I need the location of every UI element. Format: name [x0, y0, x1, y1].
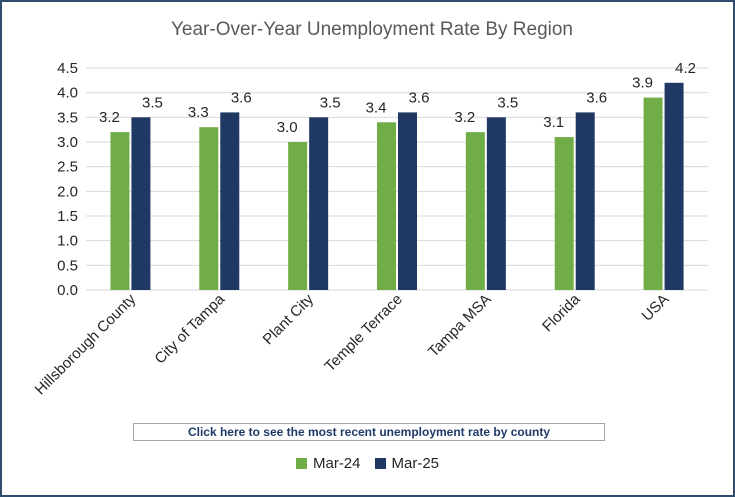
data-label: 3.5: [320, 94, 341, 111]
bar-mar-24: [199, 127, 219, 290]
bar-mar-24: [643, 97, 663, 290]
x-tick-label: USA: [639, 291, 673, 325]
bar-mar-24: [110, 132, 130, 290]
x-tick-label: Hillsborough County: [32, 290, 140, 398]
county-rate-link[interactable]: Click here to see the most recent unempl…: [133, 423, 605, 441]
data-label: 3.2: [454, 109, 475, 126]
bar-mar-24: [554, 137, 574, 290]
y-tick-label: 3.5: [57, 109, 78, 126]
data-label: 3.4: [366, 99, 387, 116]
data-label: 3.5: [497, 94, 518, 111]
bar-mar-25: [664, 82, 684, 290]
bar-mar-25: [575, 112, 595, 291]
data-label: 3.2: [99, 109, 120, 126]
data-label: 3.1: [543, 114, 564, 131]
x-tick-label: City of Tampa: [151, 290, 228, 367]
data-label: 3.9: [632, 75, 653, 92]
y-tick-label: 1.0: [57, 233, 78, 250]
legend-swatch-mar-25: [374, 457, 386, 469]
bar-mar-24: [377, 122, 396, 291]
x-tick-label: Florida: [539, 290, 584, 335]
y-tick-label: 4.0: [57, 85, 78, 102]
y-tick-label: 0.5: [57, 257, 78, 274]
y-tick-label: 3.0: [57, 134, 78, 151]
bar-mar-25: [309, 117, 329, 290]
data-labels: 3.2 3.5 3.3 3.6 3.0 3.5 3.4 3.6 3.2 3.5 3.1 3.6 3.9 4…: [99, 60, 696, 136]
bar-mar-25: [398, 112, 417, 291]
x-tick-label: Temple Terrace: [321, 291, 405, 375]
legend-label-mar-24: Mar-24: [312, 454, 361, 472]
legend: Mar-24 Mar-25: [0, 452, 735, 474]
bar-mar-25: [131, 117, 151, 290]
data-label: 4.2: [675, 60, 696, 77]
data-label: 3.6: [586, 89, 607, 106]
legend-item-mar-25: Mar-25: [374, 454, 440, 472]
data-label: 3.6: [409, 89, 430, 106]
x-axis: Hillsborough County City of Tampa Plant Ci…: [32, 290, 673, 398]
data-label: 3.5: [142, 94, 163, 111]
bar-mar-25: [220, 112, 240, 291]
legend-item-mar-24: Mar-24: [295, 454, 361, 472]
x-tick-label: Plant City: [260, 290, 318, 348]
y-tick-label: 1.5: [57, 208, 78, 225]
gridlines: [86, 67, 708, 291]
y-tick-label: 4.5: [57, 60, 78, 77]
data-label: 3.0: [277, 119, 298, 136]
y-tick-label: 0.0: [57, 282, 78, 299]
bars: [110, 82, 684, 291]
bar-mar-24: [288, 142, 308, 290]
bar-mar-25: [486, 117, 506, 290]
y-tick-label: 2.0: [57, 183, 78, 200]
legend-swatch-mar-24: [295, 457, 307, 469]
data-label: 3.6: [231, 89, 252, 106]
chart-title: Year-Over-Year Unemployment Rate By Regi…: [171, 19, 573, 40]
data-label: 3.3: [188, 104, 209, 121]
y-tick-label: 2.5: [57, 159, 78, 176]
legend-label-mar-25: Mar-25: [391, 454, 440, 472]
y-axis: 0.0 0.5 1.0 1.5 2.0 2.5 3.0 3.5 4.0 4.5: [57, 60, 78, 299]
bar-mar-24: [465, 132, 485, 290]
x-tick-label: Tampa MSA: [425, 291, 495, 361]
